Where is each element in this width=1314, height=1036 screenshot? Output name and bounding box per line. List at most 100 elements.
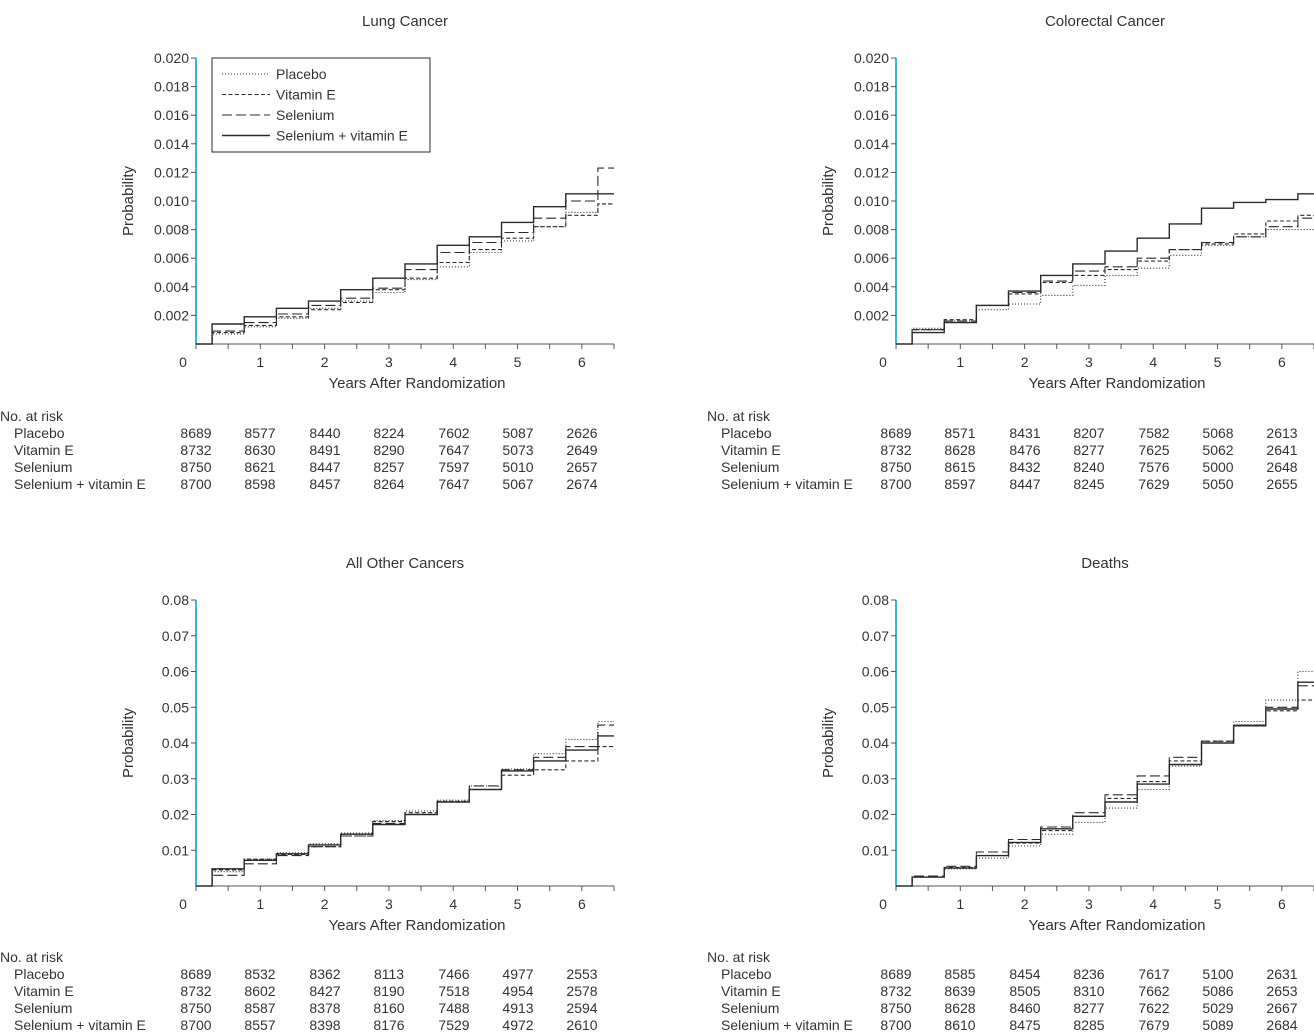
x-tick-label: 6 xyxy=(578,354,586,370)
risk-cell: 2657 xyxy=(566,459,597,475)
risk-cell: 8505 xyxy=(1009,983,1040,999)
risk-cell: 5068 xyxy=(1202,425,1233,441)
x-tick-label: 3 xyxy=(1085,896,1093,912)
series-line-placebo xyxy=(896,670,1314,887)
risk-cell: 8628 xyxy=(944,442,975,458)
chart-panel: Deaths 0.01 0.02 0.03 0.04 0.05 0.06 0.07 0.08 0 1… xyxy=(707,555,1314,1033)
x-tick-label: 2 xyxy=(321,896,329,912)
x-tick-label: 1 xyxy=(956,896,964,912)
risk-cell: 7529 xyxy=(438,1017,469,1033)
series-line-selenium-vitamin-e xyxy=(196,735,614,887)
y-axis-title: Probability xyxy=(120,707,137,778)
series-line-vitamin-e xyxy=(196,746,614,887)
risk-cell: 2684 xyxy=(1266,1017,1297,1033)
series-line-placebo xyxy=(196,720,614,887)
risk-cell: 8454 xyxy=(1009,966,1040,982)
risk-cell: 2641 xyxy=(1266,442,1297,458)
x-tick-label: 2 xyxy=(1021,896,1029,912)
legend: Placebo Vitamin E Selenium Selenium + vitam… xyxy=(211,57,431,153)
y-tick-label: 0.010 xyxy=(854,193,889,209)
risk-cell: 8245 xyxy=(1073,476,1104,492)
risk-cell: 7622 xyxy=(1138,1000,1169,1016)
y-tick-label: 0.05 xyxy=(862,699,889,715)
risk-row-label: Placebo xyxy=(721,966,772,982)
risk-cell: 8689 xyxy=(180,966,211,982)
risk-cell: 8310 xyxy=(1073,983,1104,999)
risk-cell: 7518 xyxy=(438,983,469,999)
risk-cell: 8427 xyxy=(309,983,340,999)
y-tick-label: 0.01 xyxy=(862,842,889,858)
risk-cell: 8639 xyxy=(944,983,975,999)
risk-cell: 8475 xyxy=(1009,1017,1040,1033)
risk-cell: 5073 xyxy=(502,442,533,458)
risk-cell: 7679 xyxy=(1138,1017,1169,1033)
risk-cell: 7602 xyxy=(438,425,469,441)
y-tick-label: 0.01 xyxy=(162,842,189,858)
y-tick-label: 0.016 xyxy=(154,107,189,123)
risk-cell: 7647 xyxy=(438,442,469,458)
risk-cell: 8621 xyxy=(244,459,275,475)
risk-cell: 2649 xyxy=(566,442,597,458)
chart-panel: Lung Cancer 0.002 0.004 0.006 0.008 0.010 0.01… xyxy=(0,13,615,492)
risk-cell: 8190 xyxy=(373,983,404,999)
legend-label: Vitamin E xyxy=(276,87,336,103)
risk-cell: 8277 xyxy=(1073,1000,1104,1016)
risk-cell: 8750 xyxy=(180,1000,211,1016)
risk-cell: 2613 xyxy=(1266,425,1297,441)
x-tick-label: 2 xyxy=(1021,354,1029,370)
y-tick-label: 0.020 xyxy=(154,50,189,66)
series-line-selenium xyxy=(896,217,1314,345)
risk-cell: 2594 xyxy=(566,1000,597,1016)
y-tick-label: 0.07 xyxy=(162,628,189,644)
series-line-selenium xyxy=(196,167,614,345)
risk-cell: 7488 xyxy=(438,1000,469,1016)
y-tick-label: 0.04 xyxy=(162,735,189,751)
y-tick-label: 0.018 xyxy=(854,79,889,95)
risk-cell: 8750 xyxy=(180,459,211,475)
risk-cell: 8610 xyxy=(944,1017,975,1033)
y-tick-label: 0.012 xyxy=(854,164,889,180)
y-tick-label: 0.014 xyxy=(854,136,889,152)
x-axis-title: Years After Randomization xyxy=(1028,917,1205,934)
risk-cell: 8176 xyxy=(373,1017,404,1033)
y-axis-title: Probability xyxy=(820,165,837,236)
risk-cell: 4913 xyxy=(502,1000,533,1016)
y-axis-title: Probability xyxy=(820,707,837,778)
y-tick-label: 0.008 xyxy=(854,222,889,238)
risk-cell: 8700 xyxy=(180,476,211,492)
risk-cell: 8750 xyxy=(880,1000,911,1016)
risk-cell: 4954 xyxy=(502,983,533,999)
risk-table-header: No. at risk xyxy=(0,949,64,965)
series-line-selenium xyxy=(196,724,614,887)
risk-cell: 5087 xyxy=(502,425,533,441)
risk-row-label: Placebo xyxy=(14,966,65,982)
risk-row-label: Placebo xyxy=(14,425,65,441)
risk-cell: 2631 xyxy=(1266,966,1297,982)
series-line-selenium-vitamin-e xyxy=(896,681,1314,887)
risk-cell: 5062 xyxy=(1202,442,1233,458)
legend-box xyxy=(211,57,431,153)
risk-cell: 5010 xyxy=(502,459,533,475)
risk-cell: 8277 xyxy=(1073,442,1104,458)
risk-cell: 2553 xyxy=(566,966,597,982)
risk-cell: 8378 xyxy=(309,1000,340,1016)
x-tick-label: 5 xyxy=(1214,896,1222,912)
risk-cell: 7617 xyxy=(1138,966,1169,982)
risk-cell: 7576 xyxy=(1138,459,1169,475)
risk-cell: 5000 xyxy=(1202,459,1233,475)
y-tick-label: 0.08 xyxy=(162,592,189,608)
x-tick-label: 2 xyxy=(321,354,329,370)
risk-cell: 8732 xyxy=(880,983,911,999)
risk-cell: 8264 xyxy=(373,476,404,492)
x-tick-label: 6 xyxy=(1278,896,1286,912)
series-line-selenium-vitamin-e xyxy=(896,193,1314,345)
risk-cell: 8224 xyxy=(373,425,404,441)
x-tick-label: 3 xyxy=(1085,354,1093,370)
x-axis-title: Years After Randomization xyxy=(328,917,505,934)
y-tick-label: 0.006 xyxy=(854,250,889,266)
risk-cell: 8362 xyxy=(309,966,340,982)
x-tick-label: 0 xyxy=(879,896,887,912)
